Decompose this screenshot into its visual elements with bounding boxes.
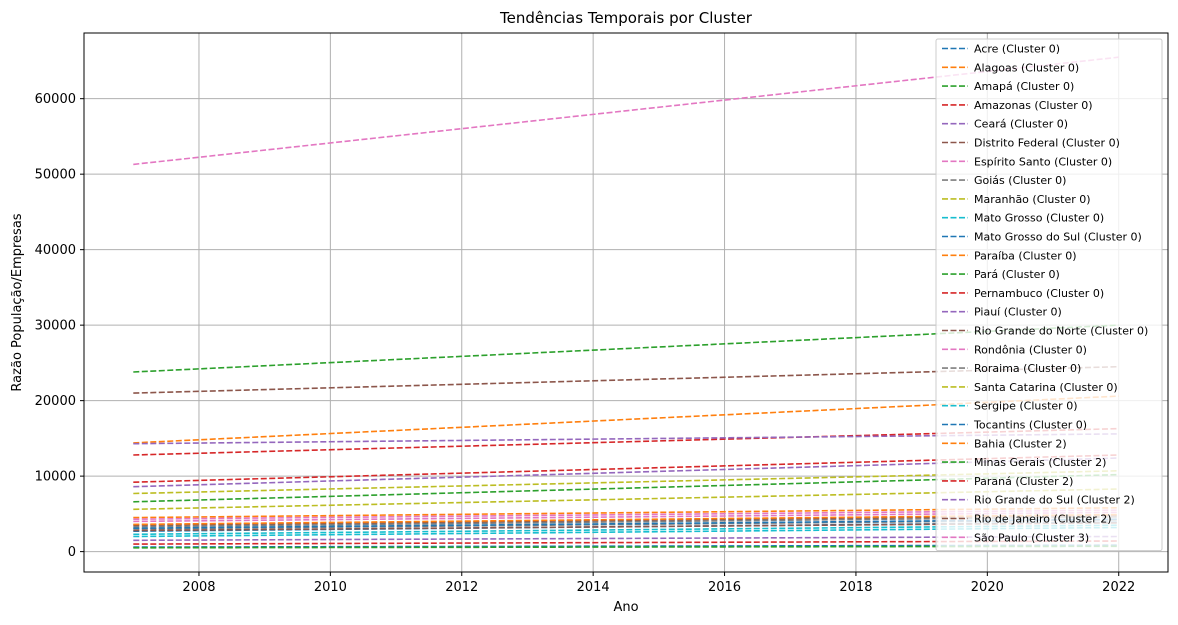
legend-entry-label: Espírito Santo (Cluster 0) [974, 155, 1112, 168]
legend-box [935, 38, 1163, 552]
x-tick-label: 2012 [445, 580, 478, 595]
x-tick-label: 2016 [708, 580, 741, 595]
y-tick-label: 10000 [35, 470, 76, 485]
x-tick-label: 2018 [839, 580, 872, 595]
legend-entry-label: Ceará (Cluster 0) [974, 118, 1068, 131]
x-axis-label: Ano [613, 600, 638, 615]
y-tick-label: 40000 [35, 243, 76, 258]
legend-entry-label: Amazonas (Cluster 0) [974, 99, 1093, 112]
legend-entry-label: Tocantins (Cluster 0) [973, 419, 1087, 432]
legend-entry-label: Rio de Janeiro (Cluster 2) [974, 513, 1112, 526]
legend-entry-label: Roraima (Cluster 0) [974, 362, 1081, 375]
y-tick-label: 20000 [35, 394, 76, 409]
legend-entry-label: Santa Catarina (Cluster 0) [974, 381, 1118, 394]
legend-entry-label: Goiás (Cluster 0) [974, 174, 1066, 187]
legend-entry-label: Mato Grosso (Cluster 0) [974, 212, 1104, 225]
x-tick-label: 2008 [182, 580, 215, 595]
x-tick-label: 2014 [577, 580, 610, 595]
legend-entry-label: Alagoas (Cluster 0) [974, 61, 1079, 74]
legend-entry-label: Rio Grande do Norte (Cluster 0) [974, 325, 1148, 338]
x-tick-label: 2020 [971, 580, 1004, 595]
series-line [133, 324, 1119, 373]
legend-entry-label: Amapá (Cluster 0) [974, 80, 1074, 93]
y-tick-label: 60000 [35, 92, 76, 107]
legend-entry-label: Sergipe (Cluster 0) [974, 400, 1078, 413]
legend-entry-label: Rio Grande do Sul (Cluster 2) [974, 494, 1135, 507]
x-tick-label: 2022 [1102, 580, 1135, 595]
legend-entry-label: Minas Gerais (Cluster 2) [974, 456, 1106, 469]
legend-entry-label: Acre (Cluster 0) [974, 43, 1060, 56]
y-tick-label: 30000 [35, 319, 76, 334]
legend: Acre (Cluster 0) Alagoas (Cluster 0) Amapá… [935, 38, 1163, 552]
legend-entry-label: Maranhão (Cluster 0) [974, 193, 1091, 206]
legend-entry-label: Pará (Cluster 0) [974, 268, 1060, 281]
y-axis-label: Razão População/Empresas [10, 213, 25, 391]
y-axis-ticks: 0 10000 20000 30000 40000 50000 60000 [35, 92, 84, 560]
legend-entry-label: Bahia (Cluster 2) [974, 437, 1067, 450]
legend-entry-label: Piauí (Cluster 0) [974, 306, 1062, 319]
y-tick-label: 0 [68, 545, 76, 560]
series-line [133, 395, 1119, 444]
chart-title: Tendências Temporais por Cluster [499, 9, 753, 27]
x-tick-label: 2010 [314, 580, 347, 595]
x-axis-ticks: 2008 2010 2012 2014 2016 2018 2020 2022 [182, 572, 1135, 595]
legend-entry-label: Pernambuco (Cluster 0) [974, 287, 1104, 300]
legend-entry-label: Distrito Federal (Cluster 0) [974, 137, 1120, 150]
legend-entry-label: São Paulo (Cluster 3) [974, 531, 1089, 544]
legend-entry-label: Paraíba (Cluster 0) [974, 249, 1077, 262]
legend-entry-label: Mato Grosso do Sul (Cluster 0) [974, 231, 1142, 244]
legend-entry-label: Rondônia (Cluster 0) [974, 343, 1087, 356]
plot-frame [83, 32, 1169, 573]
y-tick-label: 50000 [35, 168, 76, 183]
legend-entry-label: Paraná (Cluster 2) [974, 475, 1073, 488]
